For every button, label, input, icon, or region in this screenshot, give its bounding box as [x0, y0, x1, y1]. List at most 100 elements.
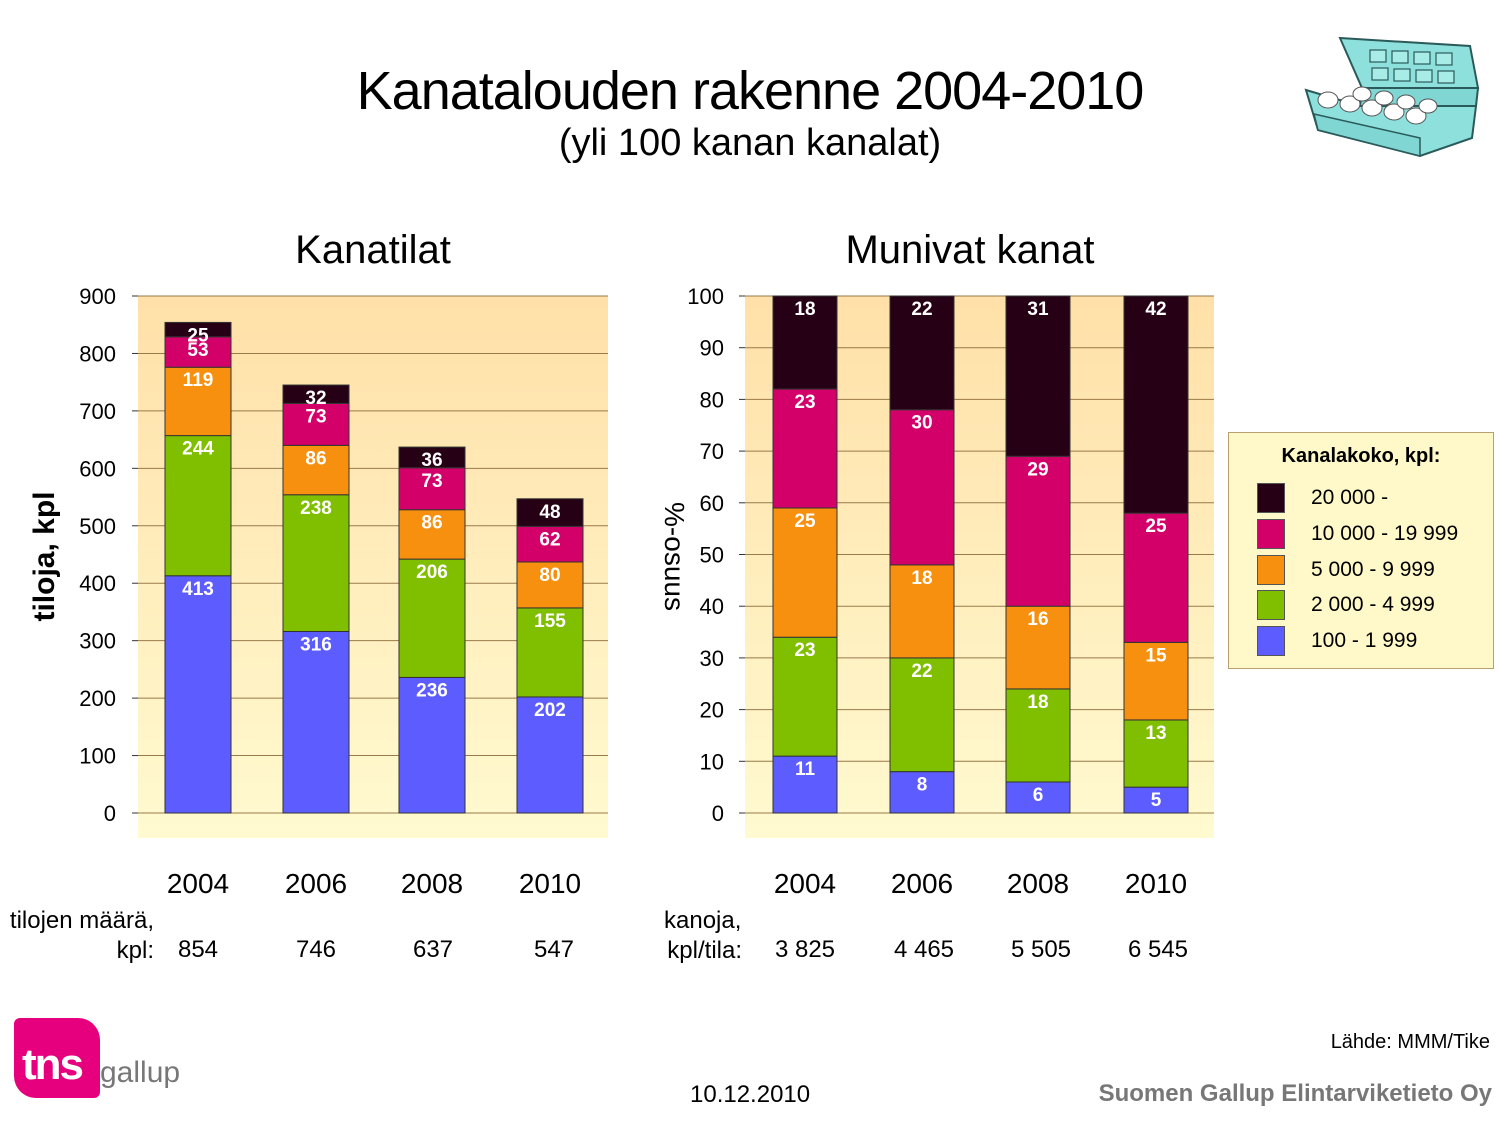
y-tick-label: 40 [700, 594, 724, 619]
chart-2-footer-value: 6 545 [1127, 936, 1189, 963]
y-tick-label: 60 [700, 491, 724, 516]
data-label: 244 [182, 439, 214, 460]
legend-title: Kanalakoko, kpl: [1281, 445, 1441, 467]
data-label: 5 [1151, 790, 1162, 811]
x-tick-label: 2008 [1007, 868, 1069, 899]
y-axis-label: tiloja, kpl [28, 491, 61, 621]
chart-1-footer-value: 547 [533, 936, 575, 963]
legend-label: 100 - 1 999 [1311, 629, 1418, 652]
data-label: 48 [539, 502, 560, 523]
data-label: 42 [1145, 299, 1166, 320]
y-tick-label: 800 [79, 341, 116, 366]
logo-brand: tns [22, 1040, 84, 1089]
bar-segment [1005, 605, 1071, 690]
data-label: 23 [794, 640, 815, 661]
y-tick-label: 300 [79, 629, 116, 654]
chart-1-title: Kanatilat [295, 228, 451, 272]
bar-segment [516, 525, 584, 563]
data-label: 6 [1033, 785, 1044, 806]
data-label: 22 [911, 661, 932, 682]
chart-kanatilat: 0 100 200 300 400 500 600 700 800 900 tiloja, kpl 4… [28, 284, 608, 899]
bar-segment [164, 336, 232, 368]
data-label: 11 [795, 759, 816, 780]
tns-gallup-logo: tns gallup [14, 1018, 180, 1102]
data-label: 22 [911, 299, 932, 320]
data-label: 31 [1027, 299, 1049, 320]
data-label: 73 [421, 471, 442, 492]
chart-1-footer-value: 746 [295, 936, 337, 963]
data-label: 16 [1027, 609, 1048, 630]
x-tick-label: 2004 [167, 868, 229, 899]
legend-swatch [1257, 555, 1285, 585]
page-title: Kanatalouden rakenne 2004-2010 [356, 61, 1145, 121]
data-label: 119 [183, 370, 214, 391]
bar-segment [889, 564, 955, 659]
bar-segment [772, 636, 838, 757]
y-tick-label: 900 [79, 284, 116, 309]
y-tick-label: 200 [79, 686, 116, 711]
bar-segment [772, 388, 838, 509]
data-label: 316 [300, 634, 332, 655]
data-label: 202 [534, 700, 566, 721]
x-tick-label: 2006 [285, 868, 347, 899]
legend-label: 20 000 - [1311, 486, 1389, 509]
bar-segment [516, 498, 584, 527]
bar-segment [282, 402, 350, 446]
y-tick-label: 30 [700, 646, 724, 671]
chart-1-footer-value: 637 [412, 936, 454, 963]
legend-swatch [1257, 626, 1285, 656]
bar-segment [1005, 295, 1071, 457]
bar-segment [772, 507, 838, 638]
y-tick-label: 90 [700, 336, 724, 361]
x-tick-label: 2010 [519, 868, 581, 899]
legend-swatch [1257, 483, 1285, 513]
logo-suffix: gallup [100, 1056, 181, 1089]
bar-segment [398, 558, 466, 678]
bar-segment [282, 444, 350, 496]
data-label: 73 [305, 406, 326, 427]
data-label: 32 [305, 388, 326, 409]
data-label: 30 [911, 413, 932, 434]
bar-segment [164, 575, 232, 814]
bar-segment [398, 509, 466, 560]
y-tick-label: 70 [700, 439, 724, 464]
data-label: 53 [187, 340, 208, 361]
chart-2-footer-label-line1: kanoja, [664, 907, 742, 934]
y-tick-label: 600 [79, 456, 116, 481]
bar-segment [1123, 786, 1189, 814]
bar-segment [889, 771, 955, 814]
y-tick-label: 0 [712, 801, 724, 826]
bar-segment [398, 676, 466, 814]
x-tick-label: 2010 [1125, 868, 1187, 899]
y-tick-label: 0 [104, 801, 116, 826]
bar-segment [164, 435, 232, 577]
bar-segment [516, 561, 584, 609]
data-label: 8 [917, 775, 928, 796]
data-label: 23 [794, 392, 815, 413]
data-label: 62 [539, 529, 560, 550]
bar-segment [889, 409, 955, 566]
bar-segment [398, 446, 466, 469]
chart-2-footer-value: 4 465 [893, 936, 955, 963]
y-tick-label: 20 [700, 698, 724, 723]
chart-1-footer-label-line2: kpl: [116, 937, 154, 964]
data-label: 413 [182, 579, 214, 600]
data-label: 13 [1145, 723, 1166, 744]
y-tick-label: 10 [700, 749, 724, 774]
bar-segment [889, 657, 955, 773]
x-tick-label: 2008 [401, 868, 463, 899]
bar-segment [889, 295, 955, 411]
bar-segment [398, 467, 466, 511]
chart-2-footer-value: 5 505 [1010, 936, 1072, 963]
y-tick-label: 100 [687, 284, 724, 309]
data-label: 15 [1145, 645, 1167, 666]
chart-1-footer-label-line1: tilojen määrä, [9, 907, 154, 934]
company-name: Suomen Gallup Elintarviketieto Oy [1098, 1080, 1492, 1107]
legend-swatch [1257, 590, 1285, 620]
y-axis-label: %-osuus [659, 502, 690, 611]
bar-segment [282, 494, 350, 632]
bar-segment [516, 696, 584, 814]
bar-segment [1005, 688, 1071, 783]
bar-segment [1123, 719, 1189, 788]
bar-segment [516, 607, 584, 698]
